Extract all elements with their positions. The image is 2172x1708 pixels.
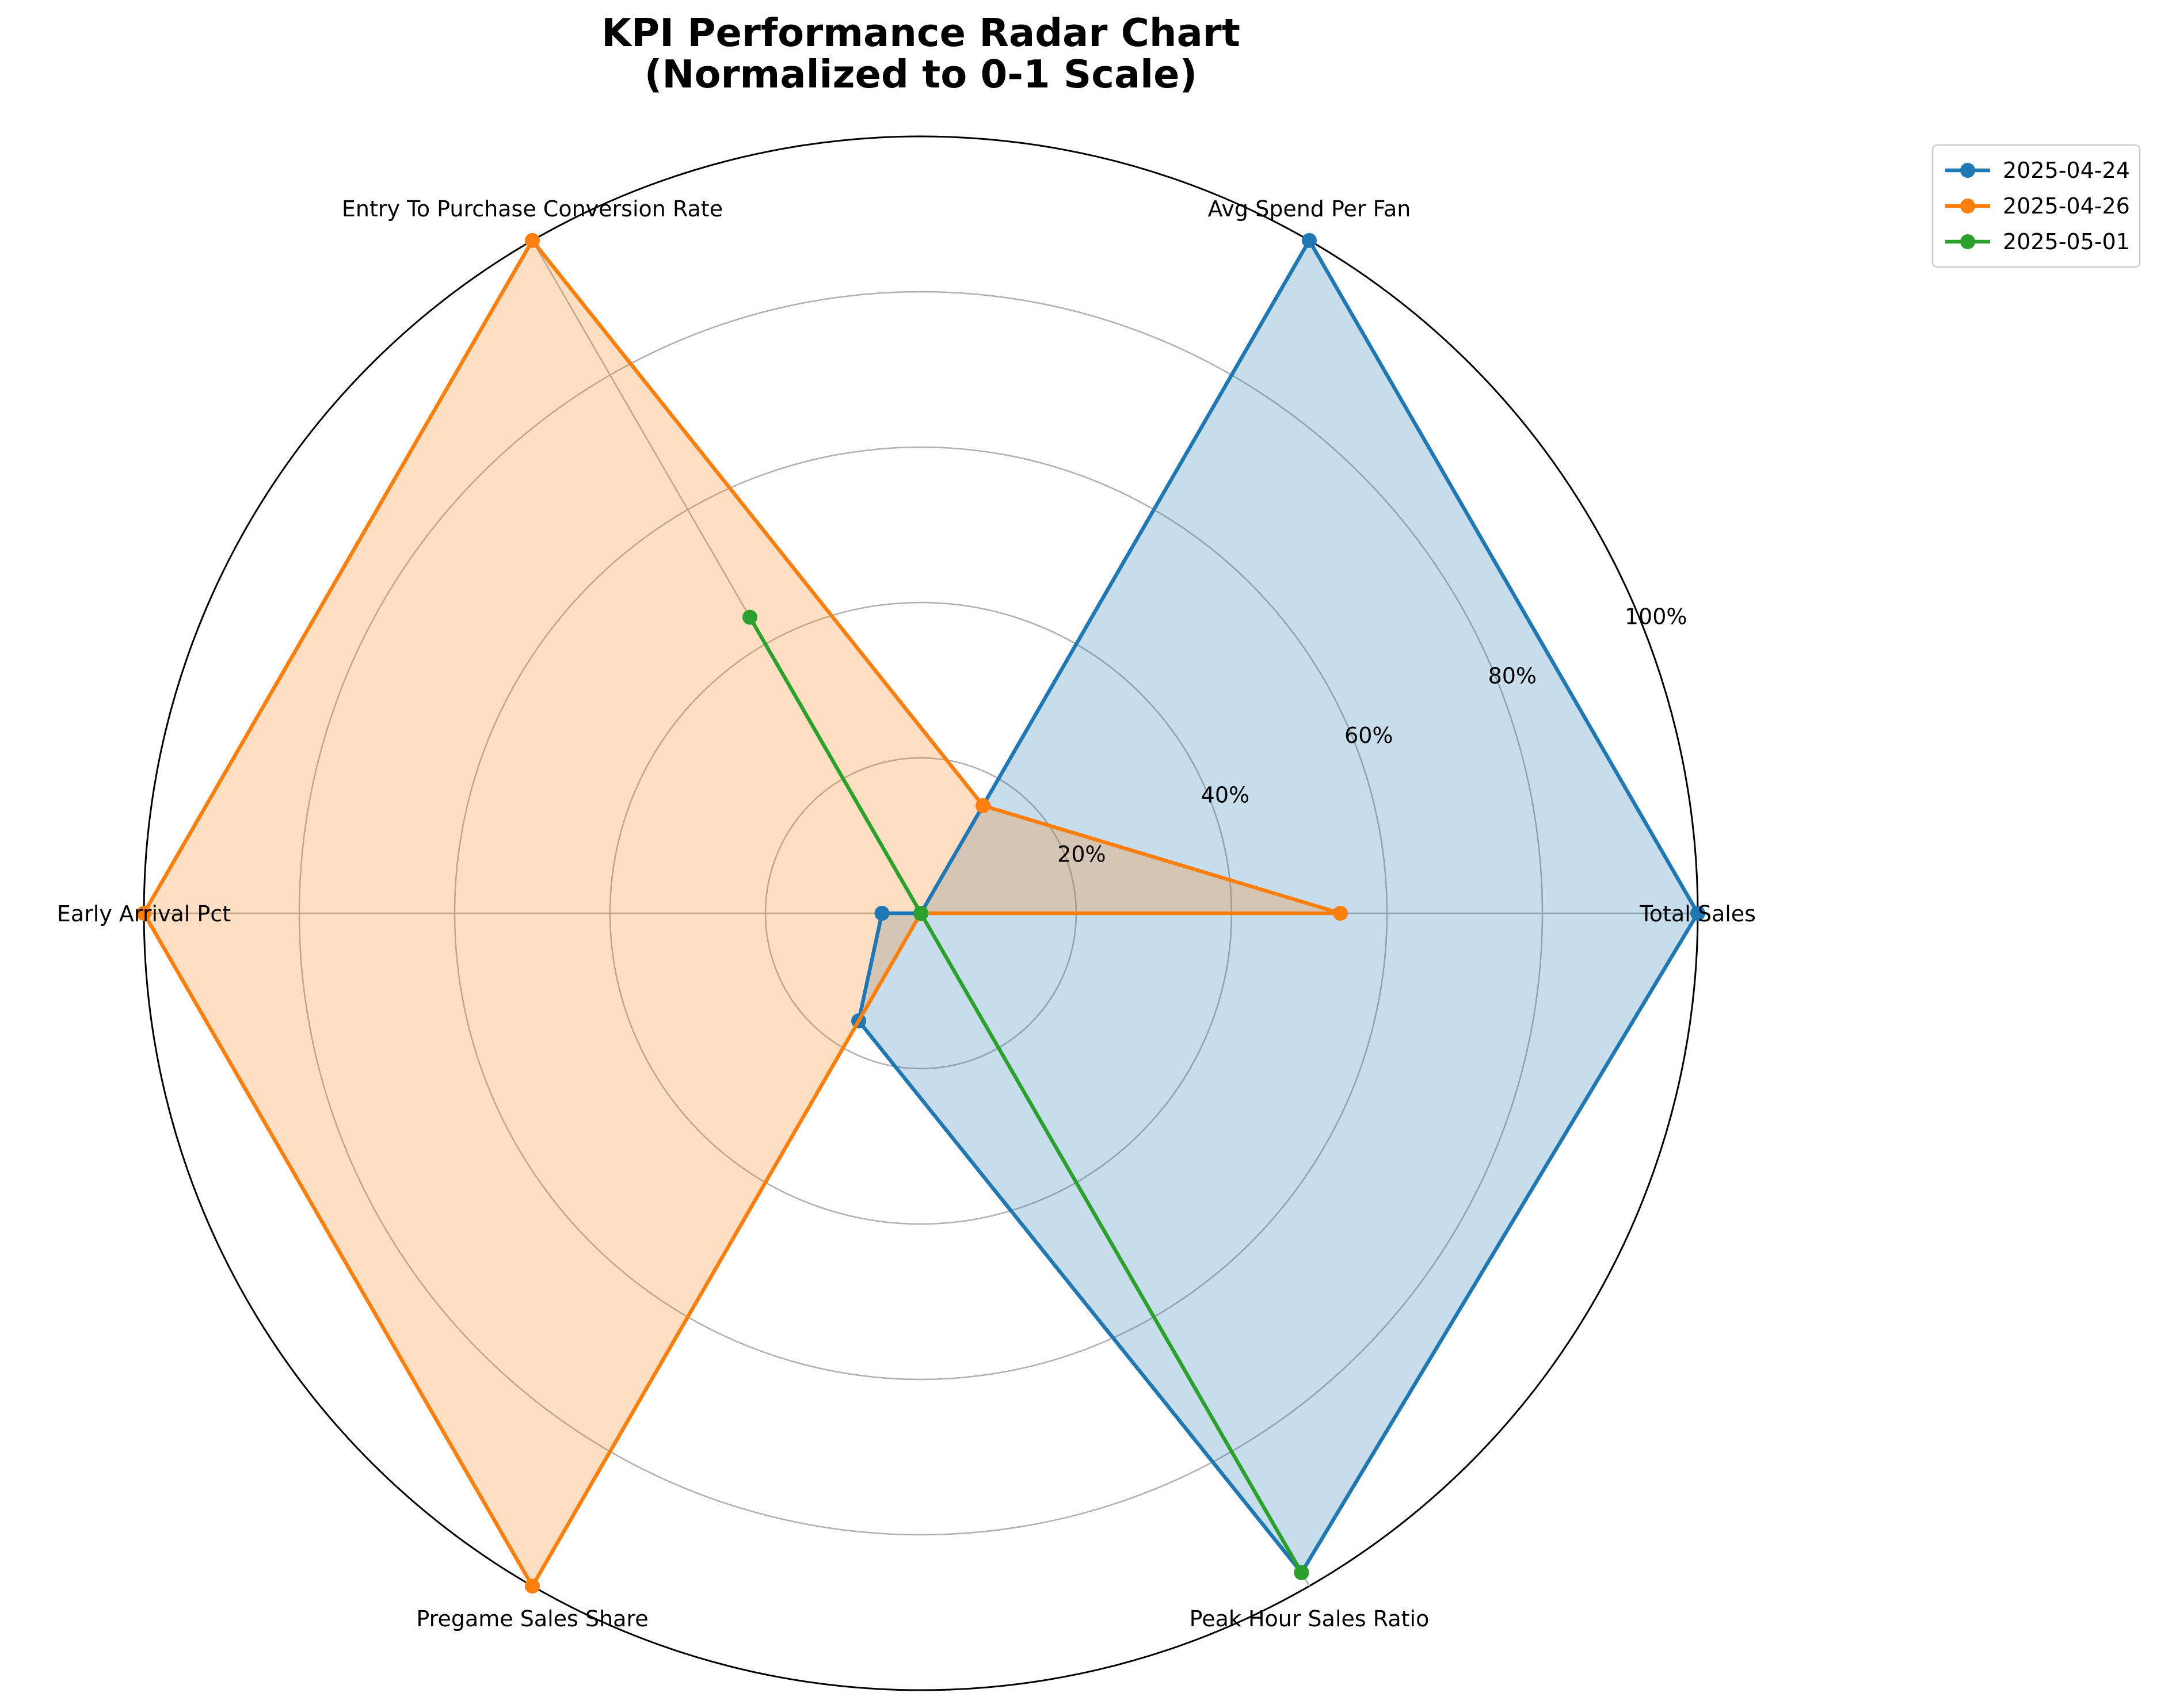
data-point-2025-05-01-4 — [913, 906, 928, 921]
series-fill-2025-04-24 — [859, 240, 1698, 1573]
legend-label: 2025-04-24 — [2003, 158, 2130, 183]
legend-box — [1931, 144, 2141, 268]
r-tick-label-2: 60% — [1344, 723, 1393, 748]
data-point-2025-04-26-2 — [525, 232, 540, 248]
axis-label-4: Pregame Sales Share — [416, 1606, 648, 1631]
legend-item: 2025-05-01 — [1945, 229, 2130, 254]
axis-label-1: Avg Spend Per Fan — [1208, 196, 1411, 222]
data-point-2025-04-26-1 — [976, 798, 990, 813]
data-point-2025-04-26-0 — [1333, 906, 1348, 921]
r-tick-label-0: 20% — [1057, 842, 1106, 867]
legend-label: 2025-04-26 — [2003, 193, 2130, 219]
r-tick-label-4: 100% — [1625, 604, 1687, 629]
series-lines — [136, 232, 1705, 1594]
legend-item: 2025-04-26 — [1945, 193, 2130, 219]
series-fill-2025-04-26 — [144, 240, 1340, 1587]
r-tick-label-3: 80% — [1488, 664, 1537, 689]
axis-labels: Total Sales Avg Spend Per Fan Entry To Pur… — [57, 196, 1756, 1631]
legend-swatch-marker — [1960, 234, 1975, 249]
axis-label-3: Early Arrival Pct — [57, 901, 231, 927]
data-point-2025-04-24-3 — [874, 906, 890, 921]
chart-title-line-1: KPI Performance Radar Chart — [601, 10, 1240, 55]
axis-label-5: Peak Hour Sales Ratio — [1190, 1606, 1430, 1631]
data-point-2025-05-01-5 — [1294, 1565, 1309, 1580]
axis-label-0: Total Sales — [1639, 901, 1756, 927]
data-point-2025-04-26-3 — [136, 906, 151, 921]
legend-item: 2025-04-24 — [1945, 158, 2130, 183]
data-point-2025-04-24-0 — [1690, 906, 1705, 921]
data-point-2025-04-26-4 — [525, 1579, 540, 1594]
legend: 2025-04-24 2025-04-26 2025-05-01 — [1931, 144, 2141, 268]
r-tick-label-1: 40% — [1201, 782, 1249, 807]
legend-label: 2025-05-01 — [2003, 229, 2130, 254]
legend-swatch-marker — [1960, 199, 1975, 214]
series-fills — [144, 240, 1698, 1587]
chart-title-line-2: (Normalized to 0-1 Scale) — [645, 52, 1197, 97]
data-point-2025-05-01-2 — [742, 609, 757, 625]
data-point-2025-04-24-1 — [1302, 232, 1317, 248]
axis-label-2: Entry To Purchase Conversion Rate — [342, 196, 723, 222]
legend-swatch-marker — [1960, 163, 1975, 178]
